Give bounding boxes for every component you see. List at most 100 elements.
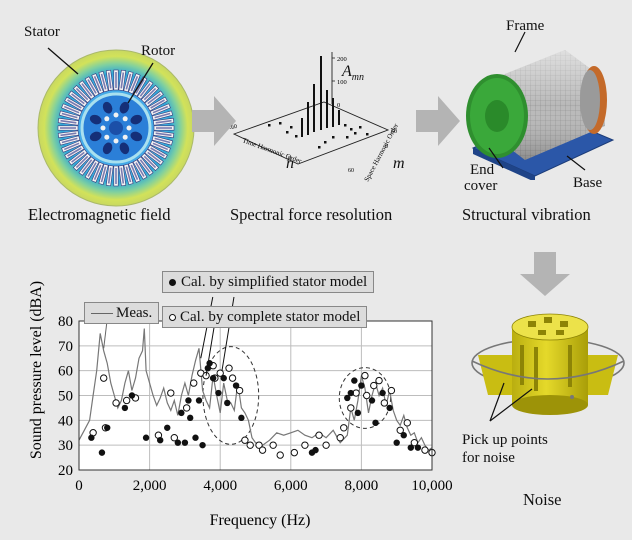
point-simplified <box>372 419 379 427</box>
point-complete <box>228 374 237 382</box>
point-simplified <box>351 377 358 384</box>
point-complete <box>396 426 404 434</box>
point-complete <box>190 379 198 387</box>
y-tick-label: 30 <box>58 438 73 454</box>
n-tick-60: 60 <box>348 168 354 174</box>
point-simplified <box>174 439 182 446</box>
stator-label: Stator <box>24 24 60 40</box>
point-complete <box>322 441 330 449</box>
end-cover-pointer <box>488 147 504 169</box>
point-simplified <box>368 397 376 404</box>
point-complete <box>362 391 371 400</box>
point-simplified <box>128 392 136 399</box>
point-simplified <box>224 399 231 407</box>
point-simplified <box>142 434 150 441</box>
pick-up-label-line2: for noise <box>462 450 515 466</box>
z-tick-200: 200 <box>337 56 347 63</box>
pick-up-label-line1: Pick up points <box>462 432 548 448</box>
z-tick-100: 100 <box>337 79 347 86</box>
point-simplified <box>204 364 212 372</box>
point-complete <box>182 404 191 412</box>
point-complete <box>216 369 224 377</box>
point-simplified <box>178 409 185 417</box>
point-complete <box>276 451 284 459</box>
point-complete <box>246 441 254 449</box>
end-cover-label-line2: cover <box>464 178 498 194</box>
point-simplified <box>354 409 362 417</box>
point-complete <box>361 371 369 380</box>
y-tick-label: 80 <box>58 314 73 330</box>
rotor-magnets <box>89 101 143 155</box>
point-complete <box>235 386 244 395</box>
motor-field-image <box>37 47 195 207</box>
m-tick-60: 60 <box>391 129 397 135</box>
stator-slots <box>57 69 175 187</box>
base-label: Base <box>573 175 603 191</box>
point-simplified <box>358 382 365 389</box>
highlight-ellipse-4000 <box>202 346 260 445</box>
base-pointer <box>566 155 586 171</box>
flow-arrow-1 <box>192 96 236 146</box>
point-complete <box>170 434 179 442</box>
n-tick-neg60: -60 <box>229 124 238 132</box>
point-simplified <box>195 397 203 404</box>
point-simplified <box>238 414 245 422</box>
spectral-caption: Spectral force resolution <box>230 205 393 224</box>
amn-label: Amn <box>342 63 365 84</box>
point-simplified <box>192 434 199 441</box>
x-tick-labels: 0 2,000 4,000 6,000 8,000 10,000 <box>75 478 452 494</box>
point-complete <box>225 364 233 372</box>
point-complete <box>421 446 429 454</box>
legend-complete: Cal. by complete stator model <box>162 306 368 328</box>
y-tick-label: 20 <box>58 463 73 479</box>
point-simplified <box>186 414 194 422</box>
point-complete <box>241 436 249 444</box>
structure-mesh-image <box>466 31 615 180</box>
point-complete <box>380 399 389 407</box>
x-tick-label: 4,000 <box>203 478 237 494</box>
pick-pointer-1 <box>489 382 505 422</box>
point-simplified <box>414 444 422 451</box>
y-tick-label: 40 <box>58 413 73 429</box>
point-simplified <box>181 439 189 446</box>
point-simplified <box>104 424 111 431</box>
m-axis-label: m <box>393 155 405 172</box>
point-simplified <box>185 397 192 404</box>
legend-open-circle-icon <box>169 314 176 322</box>
flow-arrow-2 <box>416 96 460 146</box>
x-tick-label: 0 <box>75 478 83 494</box>
point-complete <box>410 438 419 447</box>
point-complete <box>112 399 120 407</box>
z-tick-0: 0 <box>337 102 340 109</box>
n-tick-0: 0 <box>288 156 291 162</box>
point-simplified <box>209 374 217 382</box>
point-simplified <box>379 389 386 397</box>
point-simplified <box>215 389 222 397</box>
point-complete <box>122 396 131 405</box>
point-complete <box>290 448 299 457</box>
frame-pointer <box>514 31 526 53</box>
series-simplified-points <box>88 360 422 456</box>
point-simplified <box>156 437 164 444</box>
point-complete <box>315 431 323 439</box>
structural-caption: Structural vibration <box>462 205 591 224</box>
legend-line-icon <box>91 313 113 315</box>
noise-model-image <box>471 313 625 422</box>
frame-label: Frame <box>506 18 545 34</box>
y-tick-labels: 20 30 40 50 60 70 80 <box>58 314 73 479</box>
point-complete <box>403 419 411 427</box>
x-tick-label: 2,000 <box>133 478 167 494</box>
point-complete <box>347 404 355 412</box>
point-complete <box>255 441 263 449</box>
point-simplified <box>407 444 415 451</box>
point-complete <box>258 446 267 454</box>
x-tick-label: 8,000 <box>345 478 379 494</box>
point-simplified <box>98 449 106 456</box>
x-tick-label: 10,000 <box>411 478 452 494</box>
spectral-bars <box>301 56 340 137</box>
y-tick-label: 60 <box>58 364 73 380</box>
noise-caption: Noise <box>523 490 562 509</box>
point-simplified <box>400 432 407 439</box>
x-axis-label: Frequency (Hz) <box>210 512 311 529</box>
point-simplified <box>393 439 400 446</box>
